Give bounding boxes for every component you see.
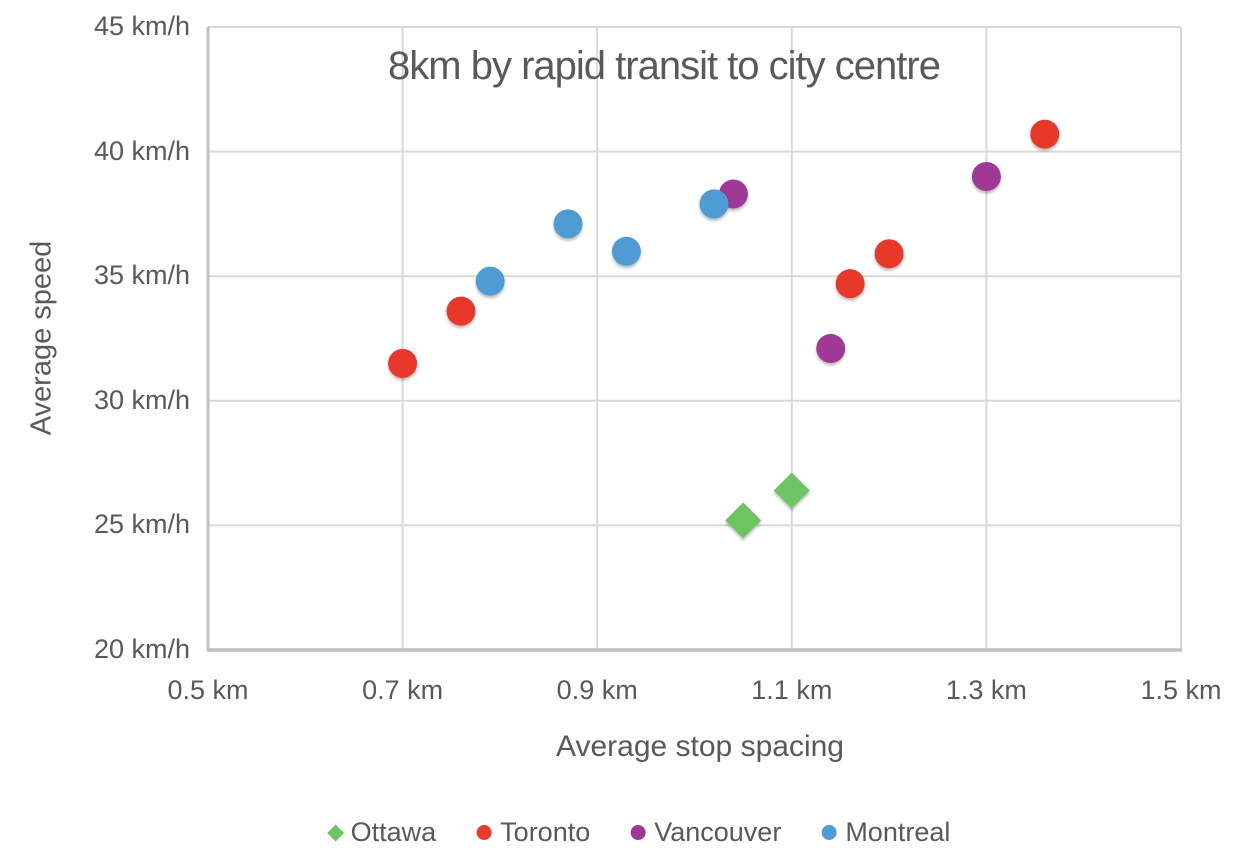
y-tick-label: 45 km/h (93, 11, 190, 41)
data-point (553, 209, 583, 239)
x-axis-title: Average stop spacing (556, 730, 844, 763)
chart-title: 8km by rapid transit to city centre (388, 44, 941, 88)
data-point (773, 472, 810, 509)
y-tick-label: 35 km/h (93, 260, 190, 291)
x-tick-label: 0.5 km (167, 675, 249, 705)
y-tick-label: 30 km/h (93, 384, 190, 415)
legend-label: Ottawa (350, 817, 437, 847)
data-point (874, 239, 904, 269)
data-point (475, 266, 505, 296)
legend-item-vancouver: Vancouver (630, 817, 781, 848)
x-tick-label: 0.9 km (556, 675, 638, 705)
x-tick-label: 1.1 km (751, 675, 833, 705)
data-point (1030, 119, 1060, 149)
circle-marker-icon (821, 825, 837, 840)
series-toronto (388, 119, 1060, 378)
legend-item-montreal: Montreal (821, 817, 950, 848)
legend-label: Vancouver (654, 817, 782, 847)
x-tick-label: 0.7 km (362, 675, 444, 705)
diamond-marker-icon (327, 824, 345, 841)
circle-marker-icon (630, 825, 646, 840)
y-tick-label: 20 km/h (93, 634, 190, 664)
data-point (971, 162, 1001, 192)
circle-marker-icon (476, 825, 492, 840)
legend-item-toronto: Toronto (476, 817, 590, 848)
series-montreal (475, 189, 729, 296)
series-ottawa (725, 472, 810, 539)
data-point (816, 333, 846, 363)
x-tick-label: 1.3 km (945, 675, 1027, 705)
data-point (699, 189, 729, 219)
legend-item-ottawa: Ottawa (327, 817, 437, 848)
data-point (725, 502, 762, 539)
x-tick-label: 1.5 km (1140, 675, 1222, 705)
data-point (835, 269, 865, 299)
y-tick-label: 40 km/h (93, 135, 190, 166)
legend-label: Toronto (500, 817, 591, 847)
y-tick-label: 25 km/h (93, 509, 190, 540)
series-vancouver (718, 162, 1001, 363)
data-point (446, 296, 476, 326)
data-point (388, 348, 418, 378)
data-point (611, 236, 641, 266)
legend: Ottawa Toronto Vancouver Montreal (327, 817, 950, 848)
legend-label: Montreal (845, 817, 951, 847)
